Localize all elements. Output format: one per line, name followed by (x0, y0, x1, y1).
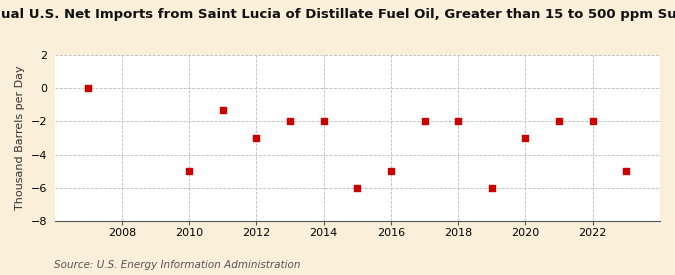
Point (285, 119, 296, 123)
Point (385, 169, 396, 173)
Point (83, 86, 94, 90)
Y-axis label: Thousand Barrels per Day: Thousand Barrels per Day (15, 66, 25, 210)
Point (184, 169, 194, 173)
Text: Source: U.S. Energy Information Administration: Source: U.S. Energy Information Administ… (54, 260, 300, 270)
Text: Annual U.S. Net Imports from Saint Lucia of Distillate Fuel Oil, Greater than 15: Annual U.S. Net Imports from Saint Lucia… (0, 8, 675, 21)
Point (453, 119, 464, 123)
Point (621, 169, 632, 173)
Point (419, 119, 430, 123)
Point (487, 186, 497, 190)
Point (554, 119, 564, 123)
Point (352, 186, 362, 190)
Point (251, 136, 262, 140)
Point (520, 136, 531, 140)
Point (587, 119, 598, 123)
Point (217, 108, 228, 112)
Point (319, 119, 329, 123)
